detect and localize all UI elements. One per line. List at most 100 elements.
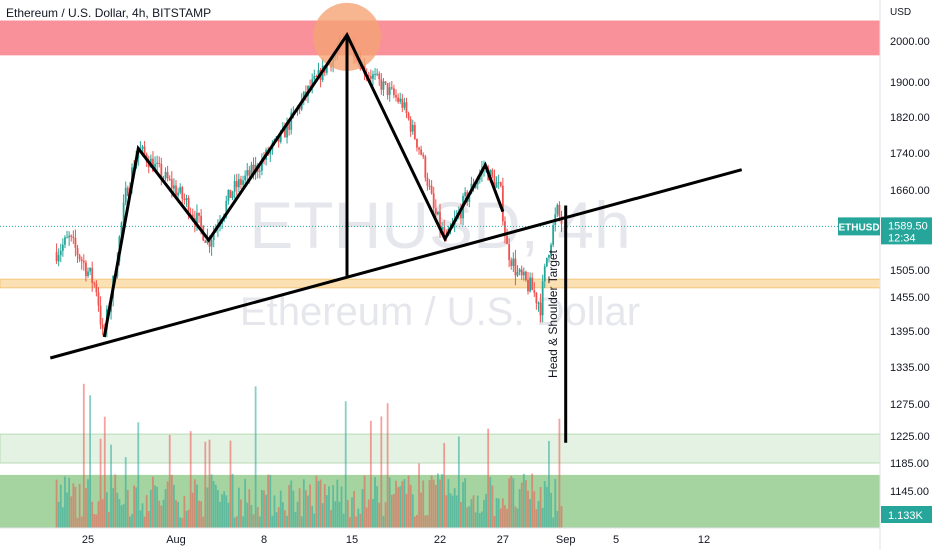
volume-bar (344, 401, 347, 528)
volume-bar (156, 486, 159, 528)
candle-body (89, 267, 91, 272)
candle-body (529, 277, 531, 292)
candle-body (495, 182, 498, 188)
candle-body (545, 257, 548, 267)
candle-body (556, 204, 559, 215)
candle-body (550, 244, 552, 256)
volume-bar (137, 422, 140, 528)
volume-bar (413, 516, 416, 528)
candle-body (66, 237, 68, 239)
candle-body (91, 267, 94, 283)
candle-body (512, 258, 515, 266)
volume-bar (126, 489, 129, 528)
volume-bar (338, 501, 341, 528)
volume-bar (242, 516, 244, 528)
resistance-zone (0, 20, 880, 56)
volume-bar (279, 490, 282, 528)
y-tick-label: 1225.00 (890, 431, 930, 443)
candle-body (531, 277, 534, 291)
volume-bar (365, 507, 368, 528)
candle-body (57, 255, 60, 262)
volume-bar (447, 479, 450, 528)
candle-body (279, 131, 282, 142)
candle-body (313, 75, 316, 80)
volume-bar (143, 516, 146, 528)
candle-body (384, 81, 387, 84)
volume-bar (313, 513, 316, 528)
candle-body (183, 198, 186, 200)
volume-bar (554, 478, 557, 528)
volume-bar (66, 492, 68, 528)
volume-bar (451, 495, 454, 528)
candle-body (122, 202, 125, 223)
volume-bar (321, 503, 324, 528)
candle-body (208, 237, 211, 247)
candle-body (82, 261, 85, 263)
volume-bar (441, 474, 443, 528)
candle-body (422, 154, 425, 157)
candle-body (198, 212, 200, 216)
volume-bar (336, 479, 339, 528)
candle-body (493, 175, 496, 188)
candle-body (430, 185, 433, 194)
candle-body (64, 237, 66, 245)
volume-bar (491, 485, 494, 528)
volume-bar (520, 482, 523, 528)
candle-body (78, 255, 81, 260)
volume-bar (261, 489, 263, 528)
candle-body (154, 163, 156, 172)
candle-body (177, 192, 179, 196)
volume-bar (543, 481, 546, 528)
volume-bar (292, 490, 295, 528)
candle-body (403, 102, 406, 108)
volume-bar (390, 494, 393, 528)
volume-bar (281, 502, 284, 528)
candle-body (168, 178, 171, 180)
x-tick-label: 27 (497, 534, 509, 546)
volume-bar (256, 507, 259, 528)
x-tick-label: 25 (82, 534, 94, 546)
candle-body (175, 185, 177, 196)
candle-body (269, 149, 272, 155)
candle-body (409, 118, 412, 132)
volume-bar (72, 483, 75, 528)
volume-bar (510, 476, 513, 528)
volume-bar (323, 484, 326, 528)
y-tick-label: 1395.00 (890, 326, 930, 338)
volume-bar (133, 485, 135, 528)
volume-bar (462, 482, 464, 528)
volume-bar (193, 479, 196, 528)
volume-bar (552, 517, 555, 528)
volume-bar (483, 499, 485, 528)
candle-body (126, 187, 129, 196)
candle-body (537, 302, 540, 304)
volume-bar (95, 514, 98, 528)
candle-body (204, 240, 207, 243)
volume-bar (558, 418, 561, 528)
volume-bar (416, 514, 418, 528)
volume-bar (535, 509, 538, 528)
volume-bar (420, 492, 423, 528)
volume-bar (61, 507, 64, 528)
candle-body (179, 187, 182, 193)
candle-body (401, 98, 404, 108)
volume-bar (443, 442, 446, 528)
volume-bar (533, 491, 536, 528)
candle-body (290, 112, 293, 130)
volume-bar (78, 483, 81, 528)
candle-body (162, 177, 165, 179)
candle-body (395, 95, 397, 98)
volume-bar (330, 510, 332, 528)
volume-bar (485, 493, 487, 528)
candle-body (164, 171, 167, 178)
candle-body (160, 163, 163, 179)
volume-bar (223, 491, 226, 528)
volume-bar (506, 508, 508, 528)
candle-body (181, 187, 184, 199)
candle-body (441, 227, 443, 230)
y-tick-label: 1505.00 (890, 265, 930, 277)
candle-body (543, 266, 546, 282)
candle-body (439, 211, 441, 230)
volume-bar (493, 515, 496, 528)
